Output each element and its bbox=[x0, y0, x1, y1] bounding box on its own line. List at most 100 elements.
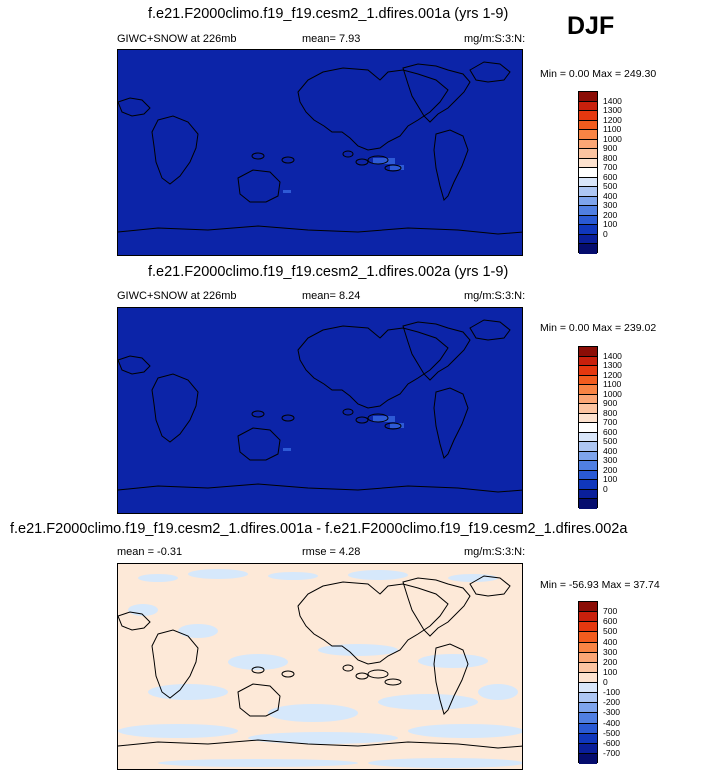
panel3-rmse-label: rmse = 4.28 bbox=[302, 546, 361, 558]
coastline bbox=[118, 739, 522, 749]
colorbar-box bbox=[579, 672, 597, 683]
map-canvas bbox=[118, 308, 522, 513]
colorbar-tick-label: 100 bbox=[603, 474, 618, 485]
colorbar-box bbox=[579, 683, 597, 694]
panel2-minmax-label: Min = 0.00 Max = 239.02 bbox=[540, 322, 657, 334]
island-coastline bbox=[367, 155, 389, 165]
colorbar-box bbox=[579, 168, 597, 178]
colorbar-tick-label: 1100 bbox=[603, 124, 622, 135]
panel2-units-label: mg/m:S:3:N: bbox=[464, 290, 526, 302]
colorbar-tick-label: 200 bbox=[603, 656, 618, 667]
colorbar-box bbox=[579, 652, 597, 663]
coastline bbox=[151, 629, 199, 699]
colorbar-tick-label: 1300 bbox=[603, 360, 622, 371]
coastline bbox=[118, 97, 151, 117]
coastline bbox=[118, 611, 151, 631]
colorbar-tick-label: -700 bbox=[603, 747, 621, 758]
coastline bbox=[433, 387, 469, 459]
colorbar-box bbox=[579, 130, 597, 140]
colorbar-box bbox=[579, 101, 597, 112]
panel3-colorbar bbox=[578, 601, 598, 764]
map-field bbox=[118, 308, 522, 513]
colorbar-tick-label: 600 bbox=[603, 171, 618, 182]
colorbar-tick-label: 300 bbox=[603, 646, 618, 657]
colorbar-box bbox=[579, 442, 597, 452]
colorbar-tick-label: 300 bbox=[603, 200, 618, 211]
colorbar-box bbox=[579, 753, 597, 764]
colorbar-box bbox=[579, 215, 597, 226]
panel1-variable-label: GIWC+SNOW at 226mb bbox=[117, 33, 237, 45]
island-coastline bbox=[367, 413, 389, 423]
colorbar-box bbox=[579, 347, 597, 357]
colorbar-box bbox=[579, 111, 597, 121]
colorbar-box bbox=[579, 149, 597, 159]
panel1-map bbox=[117, 49, 523, 256]
colorbar-tick-label: 700 bbox=[603, 606, 618, 617]
difference-contour bbox=[118, 724, 238, 738]
field-contour bbox=[283, 448, 291, 451]
colorbar-box bbox=[579, 225, 597, 235]
panel2-title: f.e21.F2000climo.f19_f19.cesm2_1.dfires.… bbox=[148, 264, 509, 280]
panel2-variable-label: GIWC+SNOW at 226mb bbox=[117, 290, 237, 302]
colorbar-tick-label: 200 bbox=[603, 209, 618, 220]
coastline bbox=[433, 643, 469, 715]
panel1-title: f.e21.F2000climo.f19_f19.cesm2_1.dfires.… bbox=[148, 6, 509, 22]
coastline bbox=[469, 61, 511, 83]
difference-contour bbox=[318, 644, 398, 656]
panel1-units-label: mg/m:S:3:N: bbox=[464, 33, 526, 45]
colorbar-box bbox=[579, 177, 597, 188]
field-contour bbox=[283, 190, 291, 193]
colorbar-box bbox=[579, 612, 597, 623]
island-coastline bbox=[342, 150, 354, 158]
colorbar-tick-label: 500 bbox=[603, 436, 618, 447]
colorbar-box bbox=[579, 432, 597, 443]
panel3-mean-label: mean = -0.31 bbox=[117, 546, 183, 558]
difference-contour bbox=[348, 570, 408, 580]
colorbar-tick-label: 900 bbox=[603, 143, 618, 154]
difference-contour bbox=[188, 569, 248, 579]
colorbar-tick-label: 600 bbox=[603, 616, 618, 627]
panel2-colorbar-labels: 1400 1300 1200 1100 1000 900 800 700 600 500 400 30… bbox=[603, 346, 643, 508]
island-coastline bbox=[281, 670, 295, 678]
colorbar-box bbox=[579, 196, 597, 207]
island-coastline bbox=[355, 672, 369, 680]
colorbar-box bbox=[579, 413, 597, 424]
difference-contour bbox=[378, 694, 478, 710]
island-coastline bbox=[355, 416, 369, 424]
colorbar-box bbox=[579, 480, 597, 490]
difference-contour bbox=[268, 572, 318, 580]
colorbar-box bbox=[579, 451, 597, 462]
difference-contour bbox=[418, 654, 488, 668]
panel2-map bbox=[117, 307, 523, 514]
coastline bbox=[151, 115, 199, 185]
difference-contour bbox=[248, 732, 398, 744]
map-canvas bbox=[118, 50, 522, 255]
island-coastline bbox=[281, 156, 295, 164]
panel3-colorbar-labels: 700 600 500 400 300 200 100 0 -100 -200 -300 -400 -5… bbox=[603, 601, 643, 763]
colorbar-box bbox=[579, 139, 597, 150]
colorbar-tick-label: 1200 bbox=[603, 114, 622, 125]
colorbar-box bbox=[579, 394, 597, 405]
colorbar-tick-label: 600 bbox=[603, 426, 618, 437]
difference-contour bbox=[448, 574, 498, 582]
panel3-title: f.e21.F2000climo.f19_f19.cesm2_1.dfires.… bbox=[10, 521, 628, 537]
colorbar-box bbox=[579, 423, 597, 433]
difference-contour bbox=[408, 724, 522, 738]
difference-contour bbox=[128, 604, 158, 616]
panel1-colorbar-labels: 1400 1300 1200 1100 1000 900 800 700 600 500 400 30… bbox=[603, 91, 643, 253]
colorbar-tick-label: 1300 bbox=[603, 105, 622, 116]
colorbar-tick-label: 400 bbox=[603, 636, 618, 647]
colorbar-box bbox=[579, 602, 597, 613]
field-contour bbox=[373, 416, 395, 422]
colorbar-tick-label: 800 bbox=[603, 152, 618, 163]
colorbar-tick-label: 0 bbox=[603, 228, 608, 239]
colorbar-box bbox=[579, 622, 597, 633]
colorbar-box bbox=[579, 703, 597, 714]
coastline bbox=[402, 63, 471, 123]
colorbar-box bbox=[579, 375, 597, 386]
colorbar-box bbox=[579, 92, 597, 102]
colorbar-box bbox=[579, 385, 597, 395]
island-coastline bbox=[384, 164, 402, 172]
island-coastline bbox=[342, 664, 354, 672]
panel2-mean-label: mean= 8.24 bbox=[302, 290, 361, 302]
